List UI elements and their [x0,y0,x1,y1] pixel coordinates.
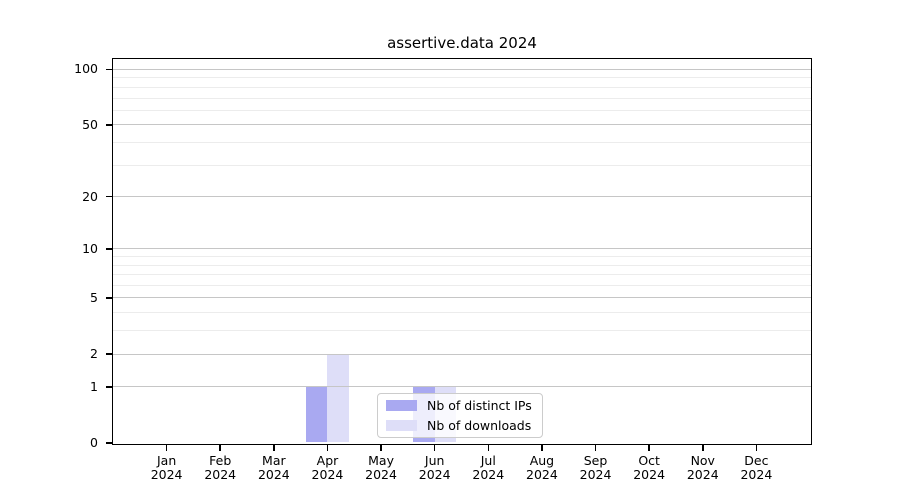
bar-nb-of-distinct-ips-apr-2024 [305,386,328,443]
month-label: Feb [209,453,232,468]
minor-gridline-6 [113,285,811,287]
y-tick-label-10: 10 [82,240,98,256]
year-label: 2024 [311,466,344,482]
x-tick-nov-2024 [702,444,704,451]
x-tick-oct-2024 [648,444,650,451]
x-tick-mar-2024 [273,444,275,451]
x-tick-label-feb-2024: Feb 2024 [190,454,250,481]
major-gridline-10 [113,248,811,250]
minor-gridline-40 [113,141,811,143]
y-tick-50 [105,124,112,126]
x-tick-aug-2024 [541,444,543,451]
month-label: Sep [583,453,608,468]
month-label: Apr [316,453,339,468]
x-tick-label-may-2024: May 2024 [351,454,411,481]
major-gridline-50 [113,124,811,126]
month-label: Jul [480,453,496,468]
y-tick-label-20: 20 [82,188,98,204]
month-label: Nov [690,453,715,468]
y-tick-label-5: 5 [90,289,98,305]
year-label: 2024 [740,466,773,482]
minor-gridline-9 [113,256,811,258]
y-tick-label-0: 0 [90,435,98,450]
minor-gridline-70 [113,97,811,99]
legend-swatch-downloads [386,419,417,431]
major-gridline-1 [113,386,811,388]
y-tick-20 [105,195,112,198]
minor-gridline-3 [113,330,811,332]
x-tick-label-apr-2024: Apr 2024 [297,454,357,481]
y-tick-label-1: 1 [90,378,98,394]
year-label: 2024 [257,466,290,482]
grid-layer [113,59,811,444]
minor-gridline-8 [113,264,811,266]
year-label: 2024 [418,466,451,482]
y-tick-1 [105,386,112,388]
month-label: Dec [744,453,769,468]
year-label: 2024 [150,466,183,482]
minor-gridline-80 [113,86,811,88]
bar-nb-of-downloads-apr-2024 [327,353,349,443]
x-tick-label-jun-2024: Jun 2024 [405,454,465,481]
x-tick-label-jan-2024: Jan 2024 [137,454,197,481]
year-label: 2024 [686,466,719,482]
major-gridline-5 [113,297,811,299]
x-tick-may-2024 [380,444,382,451]
legend: Nb of distinct IPs Nb of downloads [377,392,543,438]
legend-label-downloads: Nb of downloads [427,417,532,433]
y-tick-label-100: 100 [74,61,98,77]
plot-area: Nb of distinct IPs Nb of downloads [112,57,812,445]
x-tick-dec-2024 [755,444,758,451]
legend-label-distinct-ips: Nb of distinct IPs [427,397,532,413]
month-label: May [368,453,394,468]
chart-title: assertive.data 2024 [387,34,537,52]
legend-item-downloads: Nb of downloads [386,418,534,433]
minor-gridline-60 [113,109,811,111]
month-label: Jan [156,453,177,468]
x-tick-label-nov-2024: Nov 2024 [673,454,733,481]
x-tick-label-mar-2024: Mar 2024 [244,454,304,481]
x-tick-feb-2024 [219,444,221,451]
major-gridline-20 [113,196,811,198]
x-tick-label-jul-2024: Jul 2024 [458,454,518,481]
minor-gridline-30 [113,164,811,166]
y-tick-label-50: 50 [82,116,98,132]
legend-item-distinct-ips: Nb of distinct IPs [386,398,534,413]
y-tick-10 [105,248,112,250]
y-tick-100 [105,68,112,71]
legend-swatch-distinct-ips [386,399,417,411]
x-tick-label-dec-2024: Dec 2024 [726,454,786,481]
year-label: 2024 [526,466,558,482]
year-label: 2024 [472,466,505,482]
x-tick-jul-2024 [487,444,490,451]
x-tick-label-oct-2024: Oct 2024 [619,454,679,481]
minor-gridline-4 [113,312,811,314]
minor-gridline-90 [113,77,811,79]
y-tick-0 [105,442,112,444]
month-label: Mar [262,453,286,468]
month-label: Aug [529,453,555,468]
year-label: 2024 [633,466,666,482]
x-tick-label-sep-2024: Sep 2024 [566,454,626,481]
major-gridline-2 [113,353,811,355]
minor-gridline-7 [113,274,811,276]
year-label: 2024 [204,466,237,482]
year-label: 2024 [365,466,397,482]
x-tick-apr-2024 [326,444,329,451]
month-label: Oct [638,453,660,468]
x-tick-label-aug-2024: Aug 2024 [512,454,572,481]
major-gridline-100 [113,68,811,70]
month-label: Jun [424,453,445,468]
x-tick-jun-2024 [433,444,436,451]
x-tick-sep-2024 [594,444,597,451]
y-tick-5 [105,297,112,299]
x-tick-jan-2024 [165,444,168,451]
y-tick-2 [105,353,112,355]
year-label: 2024 [579,466,612,482]
y-tick-label-2: 2 [90,346,98,362]
